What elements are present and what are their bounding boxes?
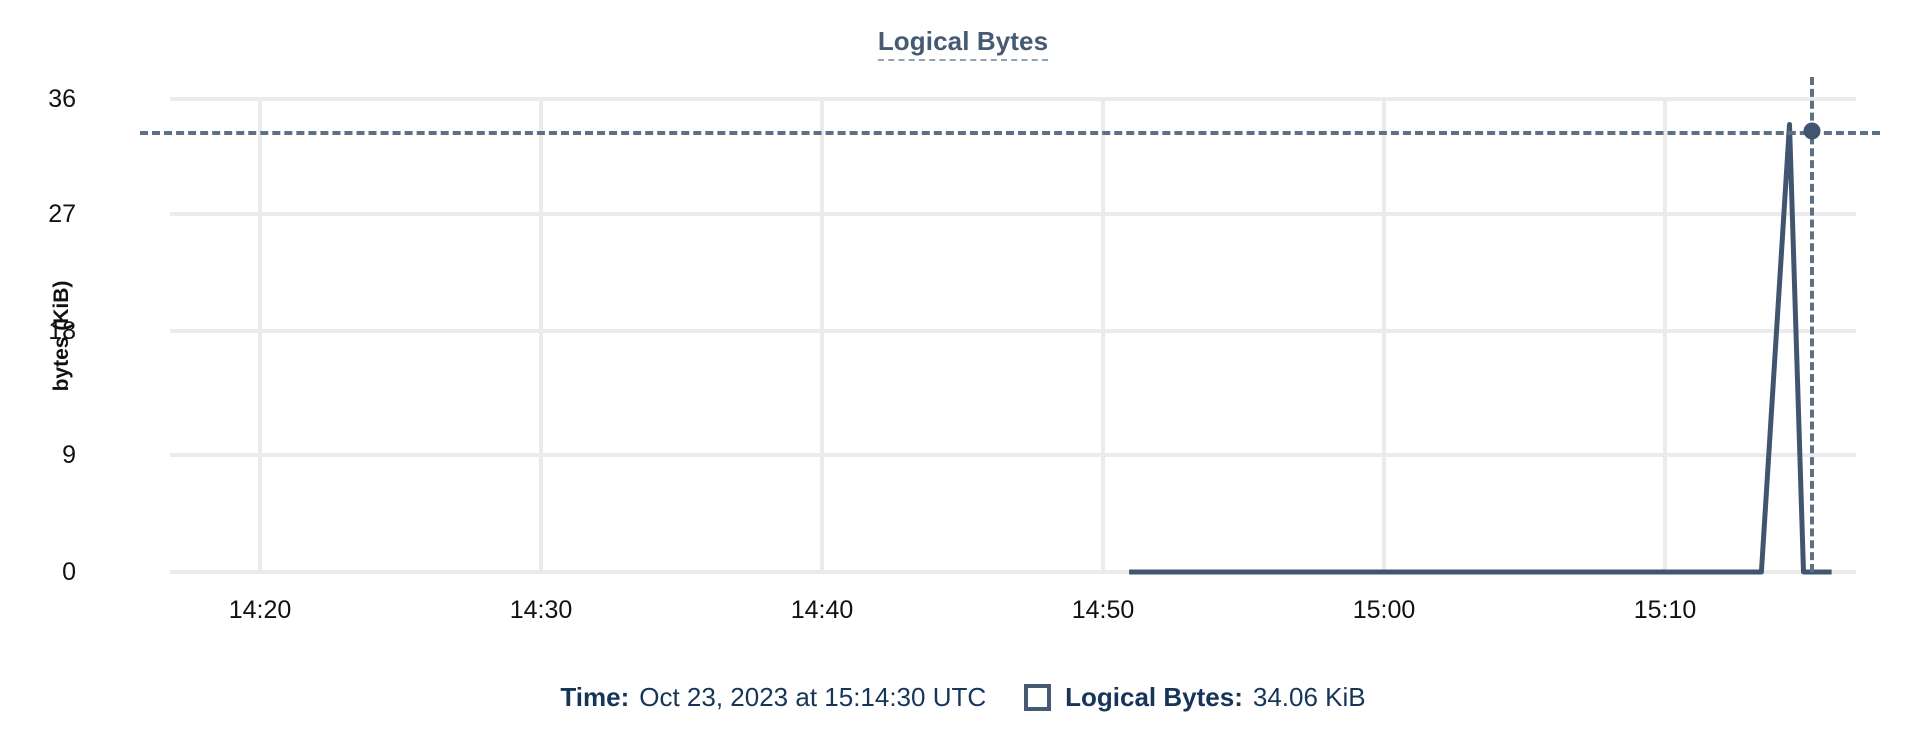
gridline-vertical <box>1382 99 1386 572</box>
y-tick-label: 36 <box>48 85 76 113</box>
crosshair-vertical-line <box>1810 77 1814 572</box>
tooltip-footer: Time: Oct 23, 2023 at 15:14:30 UTC Logic… <box>0 682 1926 713</box>
tooltip-series-label: Logical Bytes: <box>1065 682 1243 712</box>
chart-title-text[interactable]: Logical Bytes <box>877 26 1049 61</box>
x-tick-label: 15:00 <box>1352 596 1416 624</box>
gridline-horizontal <box>170 97 1856 101</box>
crosshair-horizontal-line <box>140 131 1880 135</box>
y-tick-label: 27 <box>48 200 76 228</box>
gridline-horizontal <box>170 329 1856 333</box>
tooltip-series-value: 34.06 KiB <box>1252 682 1366 712</box>
x-tick-label: 15:10 <box>1633 596 1697 624</box>
y-tick-label: 9 <box>62 441 76 469</box>
gridline-vertical <box>1663 99 1667 572</box>
x-tick-label: 14:30 <box>509 596 573 624</box>
gridline-horizontal <box>170 570 1856 574</box>
gridline-vertical <box>820 99 824 572</box>
chart-title: Logical Bytes <box>0 26 1926 61</box>
gridline-horizontal <box>170 453 1856 457</box>
tooltip-time-label: Time: <box>560 682 630 712</box>
tooltip-time-group: Time: Oct 23, 2023 at 15:14:30 UTC <box>560 682 986 713</box>
series-logical-bytes[interactable] <box>170 99 1856 575</box>
legend-swatch-icon <box>1024 684 1052 711</box>
y-tick-label: 18 <box>48 317 76 345</box>
gridline-horizontal <box>170 212 1856 216</box>
gridline-vertical <box>258 99 262 572</box>
x-tick-label: 14:20 <box>228 596 292 624</box>
gridline-vertical <box>539 99 543 572</box>
gridline-vertical <box>1101 99 1105 572</box>
series-line <box>1129 122 1832 575</box>
tooltip-time-value: Oct 23, 2023 at 15:14:30 UTC <box>639 682 987 712</box>
y-tick-label: 0 <box>62 558 76 586</box>
x-tick-label: 14:40 <box>790 596 854 624</box>
tooltip-series-group[interactable]: Logical Bytes: 34.06 KiB <box>1024 682 1366 713</box>
hover-point-marker[interactable] <box>1803 122 1821 140</box>
plot-area[interactable]: bytes (KiB) 36 27 18 9 0 14:20 14:30 14:… <box>48 77 1880 624</box>
x-tick-label: 14:50 <box>1071 596 1135 624</box>
